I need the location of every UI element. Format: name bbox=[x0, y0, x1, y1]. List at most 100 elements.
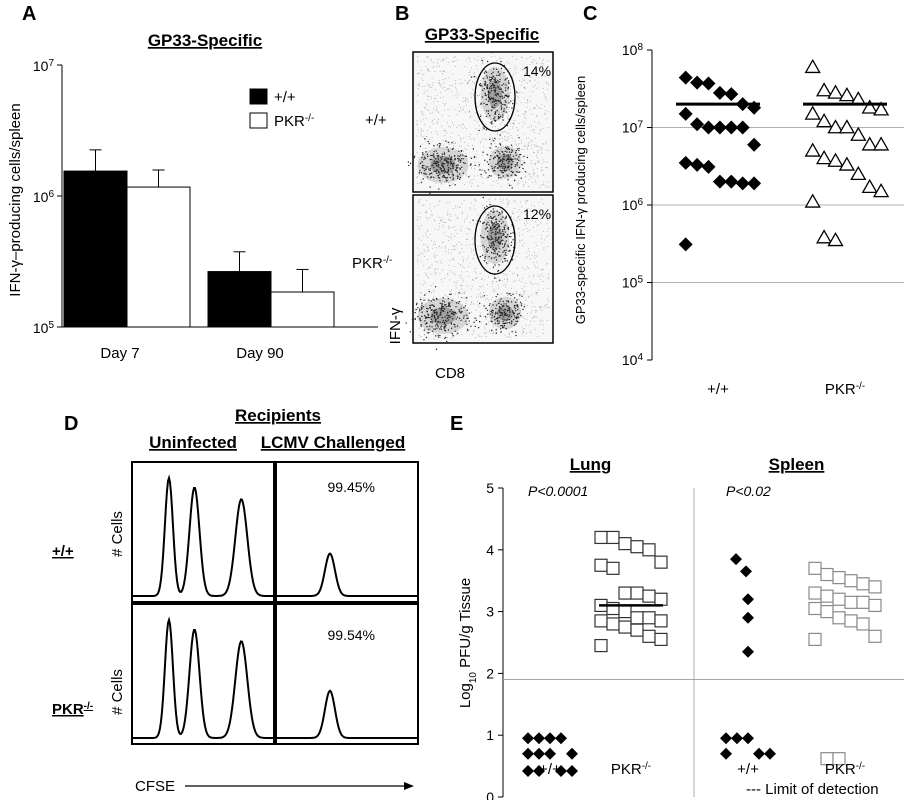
panel-b-event bbox=[500, 312, 502, 314]
panel-b-event bbox=[460, 137, 462, 139]
panel-b-event bbox=[485, 307, 487, 310]
panel-b-event bbox=[494, 234, 497, 236]
panel-b-event bbox=[444, 323, 446, 326]
panel-b-event bbox=[439, 273, 441, 275]
panel-b-event bbox=[439, 321, 441, 324]
panel-b-event bbox=[536, 168, 538, 170]
panel-b-event bbox=[506, 292, 508, 294]
panel-b-event bbox=[486, 87, 488, 90]
panel-e-points bbox=[522, 530, 882, 778]
panel-b-event bbox=[414, 311, 416, 314]
panel-b-event bbox=[440, 92, 442, 94]
panel-b-event bbox=[456, 232, 458, 234]
panel-b-event bbox=[430, 304, 432, 307]
panel-b-event bbox=[540, 223, 542, 225]
panel-b-event bbox=[462, 97, 464, 99]
panel-b-event bbox=[547, 126, 549, 128]
panel-b-event bbox=[500, 108, 503, 110]
panel-b-event bbox=[470, 116, 472, 118]
panel-b-event bbox=[434, 309, 436, 311]
panel-b-event bbox=[502, 91, 504, 94]
panel-b-event bbox=[454, 326, 456, 328]
panel-b-event bbox=[501, 121, 503, 123]
panel-b-event bbox=[424, 282, 426, 284]
panel-b-event bbox=[451, 271, 453, 273]
panel-b-event bbox=[484, 228, 487, 230]
panel-b-event bbox=[505, 215, 508, 217]
panel-b-event bbox=[482, 120, 484, 122]
panel-b-event bbox=[498, 142, 500, 144]
panel-b-event bbox=[448, 219, 450, 221]
panel-e-point-1-1-10 bbox=[856, 595, 870, 609]
panel-b-event bbox=[464, 155, 466, 157]
panel-b-event bbox=[443, 153, 446, 156]
panel-b-event bbox=[458, 300, 461, 303]
panel-e-point-0-1-11 bbox=[654, 592, 668, 606]
panel-b-event bbox=[486, 75, 488, 77]
panel-b-event bbox=[439, 83, 441, 85]
panel-b-event bbox=[506, 203, 508, 205]
panel-b-event bbox=[493, 291, 495, 293]
panel-b-event bbox=[522, 233, 524, 235]
panel-b-event bbox=[501, 159, 503, 161]
panel-b-event bbox=[462, 259, 464, 261]
panel-b-event bbox=[440, 328, 443, 331]
panel-b-event bbox=[455, 166, 458, 168]
panel-b-event bbox=[547, 111, 549, 113]
panel-b-event bbox=[520, 201, 522, 203]
panel-b-event bbox=[471, 302, 473, 304]
panel-b-event bbox=[521, 69, 523, 71]
panel-b-event bbox=[439, 328, 441, 330]
panel-d-genotype-wt: +/+ bbox=[52, 543, 74, 560]
panel-b-event bbox=[486, 331, 488, 333]
panel-b-event bbox=[460, 125, 462, 127]
panel-b-event bbox=[529, 174, 531, 176]
panel-b-event bbox=[516, 171, 518, 173]
panel-b-event bbox=[469, 208, 471, 210]
panel-b-event bbox=[494, 143, 496, 145]
panel-b-event bbox=[463, 219, 465, 221]
panel-b-event bbox=[449, 259, 451, 261]
panel-b-event bbox=[452, 178, 454, 181]
panel-c-point-0-11 bbox=[724, 120, 739, 135]
panel-b-event bbox=[483, 221, 485, 224]
panel-b-event bbox=[537, 266, 539, 268]
panel-e-point-0-1-14 bbox=[618, 604, 632, 619]
panel-b-event bbox=[422, 244, 424, 246]
panel-b-event bbox=[490, 238, 493, 241]
panel-b-event bbox=[417, 255, 419, 257]
panel-e-point-1-0-1 bbox=[740, 565, 752, 578]
panel-b-event bbox=[491, 126, 493, 128]
panel-b-event bbox=[502, 167, 504, 169]
panel-b-event bbox=[488, 262, 490, 264]
panel-b-event bbox=[518, 123, 520, 125]
panel-b-event bbox=[452, 165, 454, 167]
panel-b-event bbox=[470, 163, 472, 165]
panel-b-event bbox=[446, 340, 448, 343]
panel-b-event bbox=[441, 302, 443, 305]
panel-b-event bbox=[449, 226, 451, 228]
panel-b-event bbox=[482, 155, 484, 157]
panel-b-event bbox=[455, 164, 458, 167]
panel-b-event bbox=[433, 155, 435, 157]
panel-b-event bbox=[538, 58, 540, 60]
panel-a-xlabel-0: Day 7 bbox=[100, 345, 139, 362]
panel-e-point-0-0-7 bbox=[544, 747, 556, 760]
panel-b-event bbox=[495, 163, 497, 166]
panel-b-event bbox=[524, 181, 526, 183]
panel-b-event bbox=[530, 312, 532, 314]
panel-b-event bbox=[513, 200, 515, 202]
panel-c-point-1-7 bbox=[804, 105, 821, 120]
panel-b-event bbox=[540, 306, 542, 308]
panel-b-event bbox=[437, 268, 439, 270]
panel-b-event bbox=[481, 205, 483, 207]
panel-b-event bbox=[494, 240, 497, 243]
panel-b-event bbox=[474, 72, 476, 74]
panel-b-event bbox=[524, 88, 526, 90]
panel-b-event bbox=[494, 156, 496, 158]
panel-b-event bbox=[525, 102, 527, 104]
panel-b-event bbox=[453, 124, 455, 126]
panel-b-event bbox=[431, 239, 433, 241]
panel-b-event bbox=[518, 92, 520, 94]
panel-b-event bbox=[440, 314, 442, 316]
